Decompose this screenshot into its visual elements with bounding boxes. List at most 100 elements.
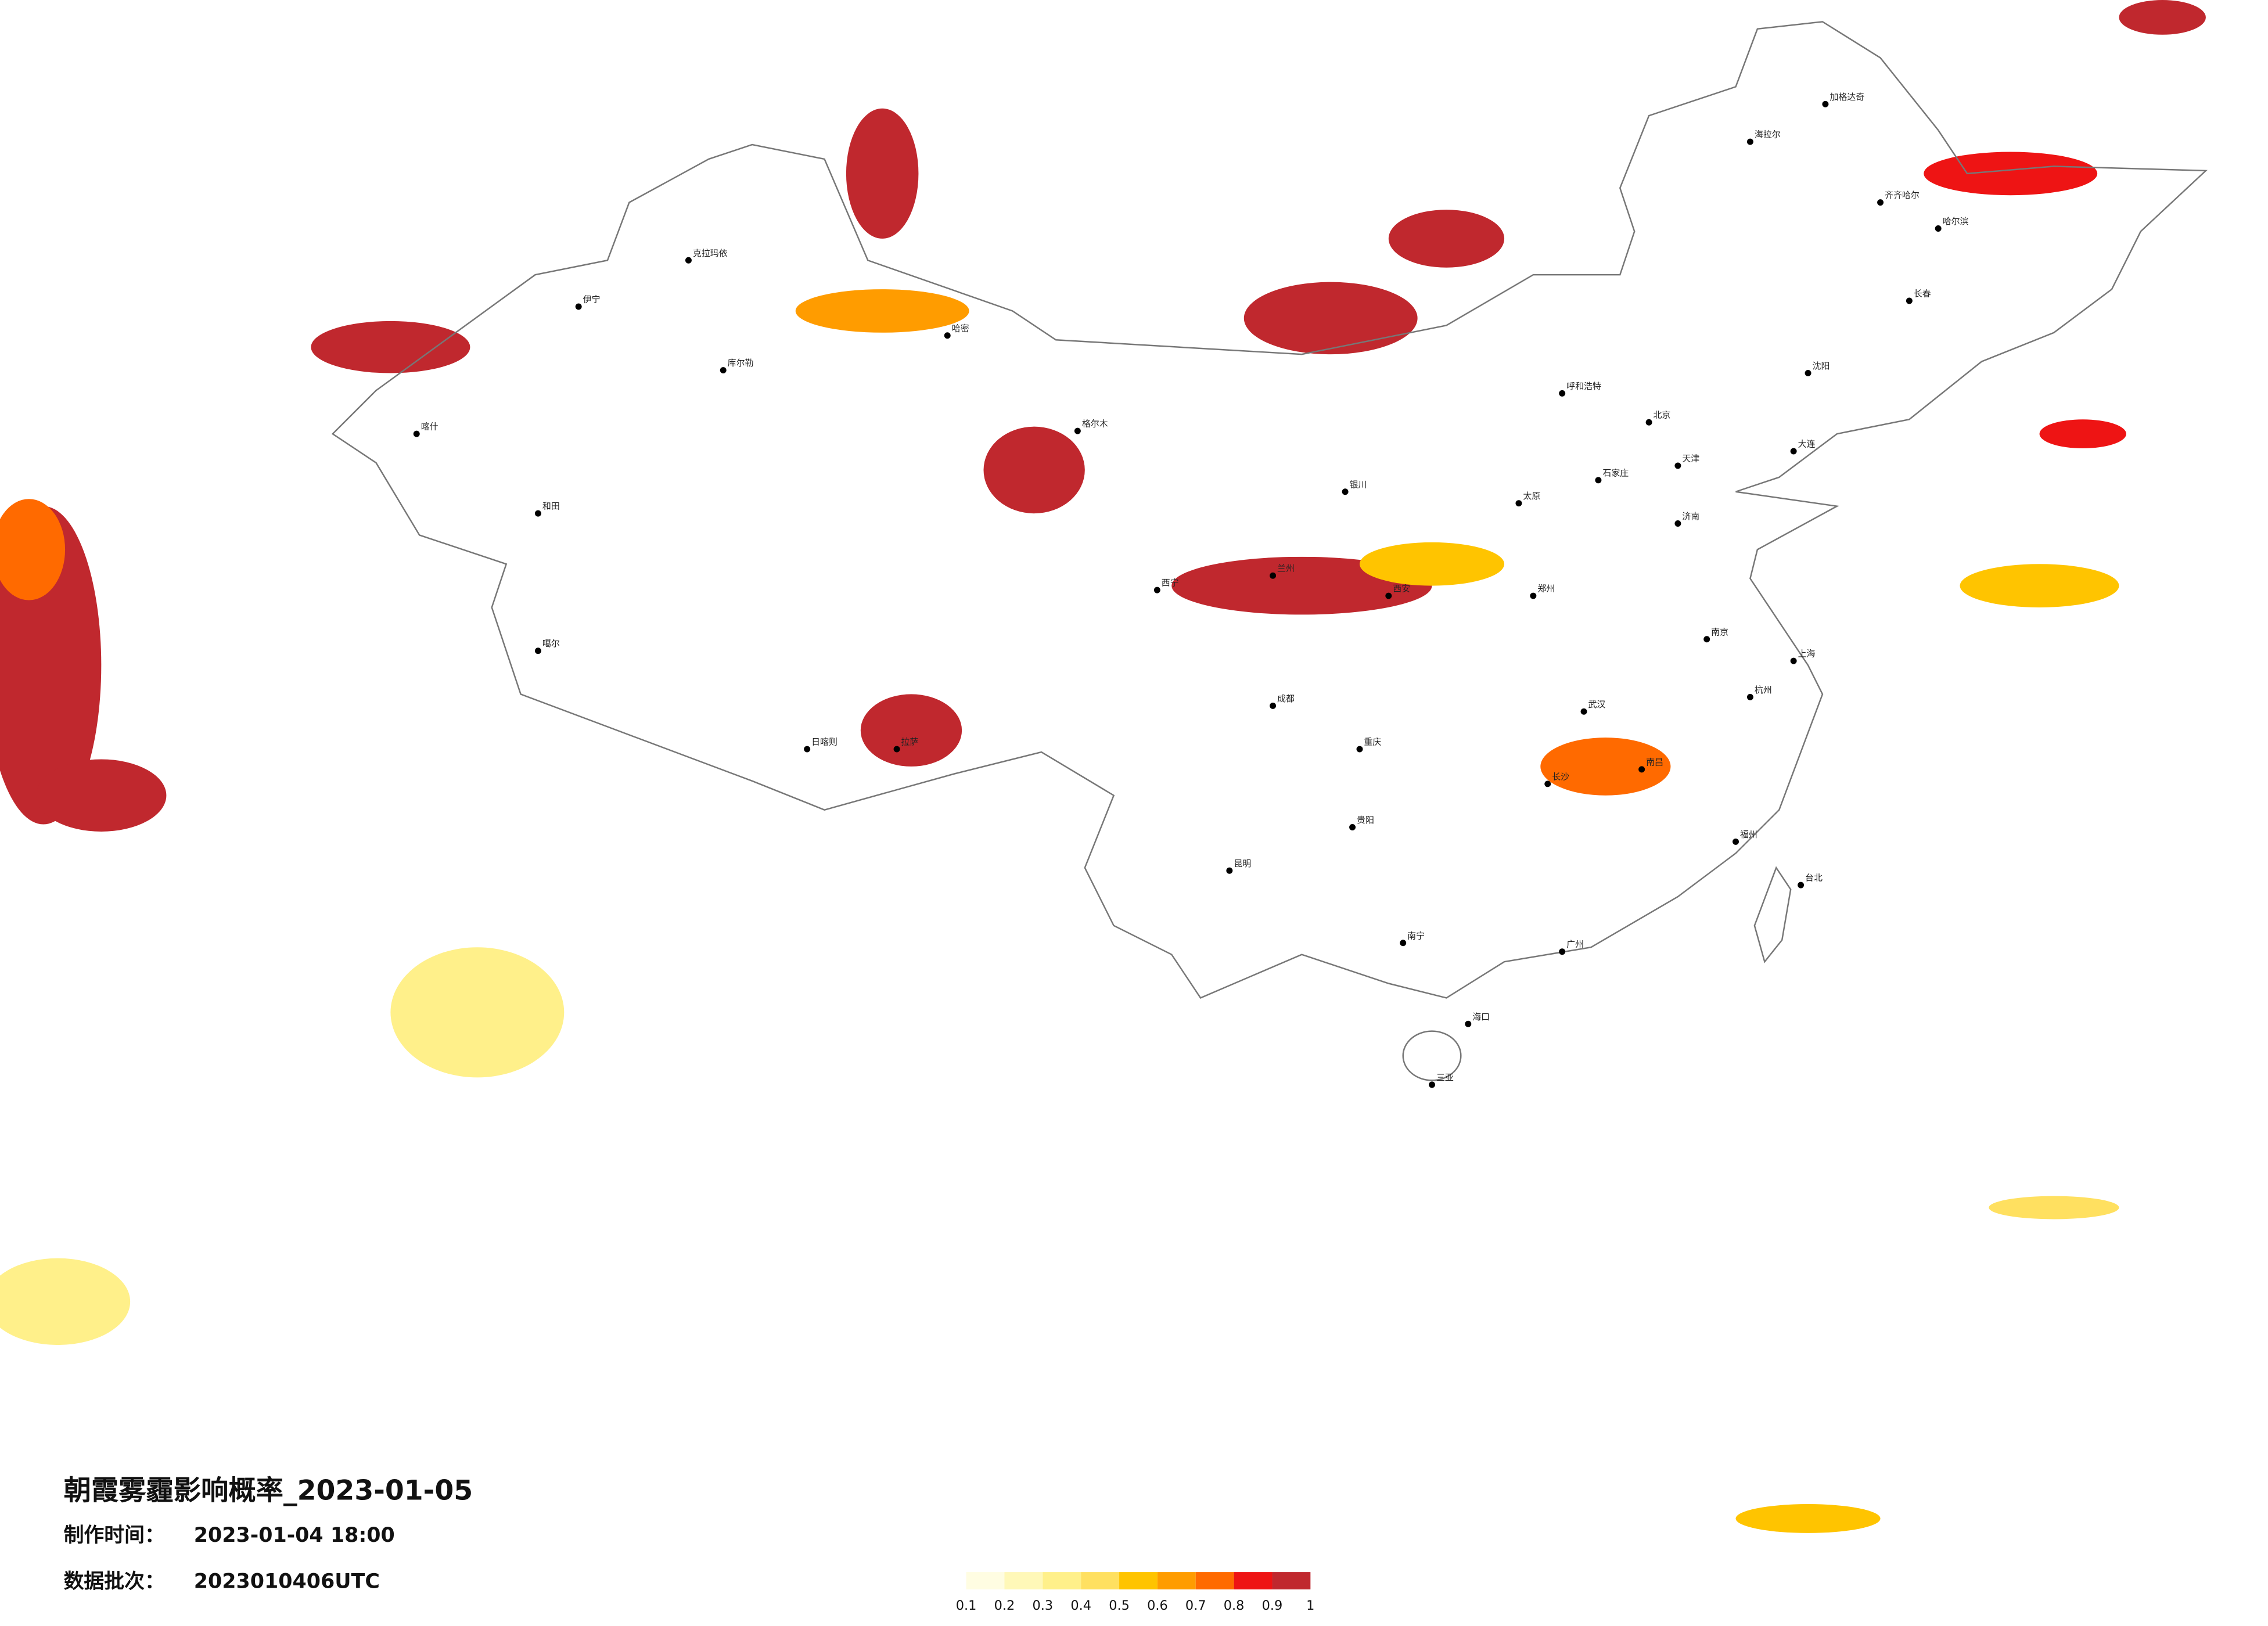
city-dot	[1385, 592, 1392, 599]
field-patch	[1540, 738, 1671, 796]
city-label: 大连	[1798, 439, 1816, 449]
city-label: 兰州	[1277, 563, 1295, 574]
city-dot	[1703, 636, 1710, 643]
field-patch	[311, 321, 470, 373]
city-label: 哈尔滨	[1943, 216, 1969, 226]
city-label: 西宁	[1162, 578, 1179, 588]
city-dot	[1349, 824, 1356, 831]
city-dot	[1595, 477, 1602, 484]
city-label: 南昌	[1646, 757, 1663, 767]
city-label: 日喀则	[811, 737, 838, 747]
city-dot	[1580, 708, 1587, 715]
legend-swatch	[1234, 1572, 1273, 1589]
legend-swatch	[1004, 1572, 1043, 1589]
city-dot	[944, 332, 951, 339]
legend-label: 0.7	[1185, 1598, 1206, 1613]
city-dot	[1074, 427, 1081, 434]
field-patch	[2039, 419, 2126, 449]
hainan-outline	[1402, 1030, 1462, 1081]
city-dot	[1559, 948, 1566, 955]
field-patch	[1924, 152, 2098, 196]
city-dot	[1645, 419, 1652, 426]
city-label: 南宁	[1407, 930, 1425, 941]
city-dot	[1342, 488, 1349, 495]
city-label: 克拉玛依	[693, 248, 728, 258]
city-dot	[1746, 693, 1753, 700]
city-label: 库尔勒	[728, 358, 754, 368]
city-dot	[575, 303, 582, 310]
city-label: 拉萨	[901, 737, 919, 747]
city-dot	[1270, 702, 1277, 709]
city-label: 台北	[1805, 873, 1823, 883]
field-patch	[846, 108, 919, 239]
field-patch	[390, 947, 565, 1078]
batch-label: 数据批次：	[64, 1570, 165, 1593]
city-label: 海拉尔	[1755, 129, 1781, 140]
city-label: 银川	[1350, 479, 1367, 490]
city-dot	[1638, 766, 1645, 773]
city-label: 重庆	[1364, 737, 1381, 747]
map-title: 朝霞雾霾影响概率_2023-01-05	[64, 1475, 473, 1507]
legend: 0.1 0.2 0.3 0.4 0.5 0.6 0.7 0.8 0.9 1	[956, 1572, 1314, 1613]
probability-field	[0, 0, 2206, 1533]
city-label: 和田	[542, 501, 560, 512]
city-dot	[1877, 199, 1884, 206]
legend-swatch	[1081, 1572, 1120, 1589]
city-label: 齐齐哈尔	[1885, 190, 1920, 200]
city-label: 杭州	[1755, 685, 1772, 695]
city-label: 呼和浩特	[1566, 381, 1601, 391]
legend-swatch	[966, 1572, 1005, 1589]
field-patch	[2119, 0, 2206, 35]
city-dot	[1429, 1081, 1436, 1088]
legend-label: 0.2	[994, 1598, 1015, 1613]
city-label: 三亚	[1436, 1072, 1454, 1082]
city-label: 贵阳	[1357, 815, 1374, 825]
city-label: 海口	[1472, 1012, 1490, 1022]
legend-swatch	[1119, 1572, 1158, 1589]
legend-swatch	[1043, 1572, 1081, 1589]
city-label: 广州	[1566, 939, 1584, 949]
taiwan-outline	[1753, 866, 1792, 963]
field-patch	[1960, 564, 2119, 607]
city-dot	[1805, 370, 1811, 377]
city-label: 西安	[1393, 584, 1410, 594]
city-label: 格尔木	[1082, 419, 1108, 429]
city-label: 上海	[1798, 649, 1816, 659]
city-dot	[1935, 225, 1942, 232]
city-label: 噶尔	[542, 638, 560, 649]
city-dot	[1798, 882, 1805, 888]
city-label: 伊宁	[583, 294, 601, 305]
country-outline	[331, 21, 2208, 999]
field-patch	[36, 759, 167, 832]
legend-swatch	[1195, 1572, 1234, 1589]
legend-label: 0.5	[1109, 1598, 1130, 1613]
batch: 2023010406UTC	[194, 1570, 380, 1593]
city-label: 南京	[1711, 627, 1728, 637]
city-dot	[1400, 940, 1407, 947]
city-dot	[1906, 297, 1913, 304]
city-label: 哈密	[952, 323, 969, 333]
city-dot	[1356, 746, 1363, 753]
city-dot	[1270, 572, 1277, 579]
city-label: 沈阳	[1813, 361, 1830, 371]
city-dot	[1226, 867, 1233, 874]
field-patch	[860, 694, 962, 767]
city-label: 加格达奇	[1830, 92, 1864, 102]
city-dot	[1465, 1020, 1472, 1027]
city-label: 太原	[1523, 491, 1540, 501]
city-label: 长春	[1914, 289, 1931, 299]
city-label: 成都	[1277, 693, 1295, 704]
field-patch	[0, 1258, 131, 1346]
legend-label: 0.4	[1070, 1598, 1091, 1613]
city-dot	[720, 367, 727, 374]
city-dot	[1674, 520, 1681, 527]
city-label: 福州	[1740, 829, 1757, 840]
field-patch	[1388, 210, 1505, 268]
city-dot	[534, 647, 541, 654]
city-label: 长沙	[1552, 771, 1569, 782]
city-dot	[1515, 500, 1522, 507]
city-dot	[1733, 838, 1739, 845]
field-patch	[1735, 1504, 1881, 1533]
city-dot	[1790, 657, 1797, 664]
